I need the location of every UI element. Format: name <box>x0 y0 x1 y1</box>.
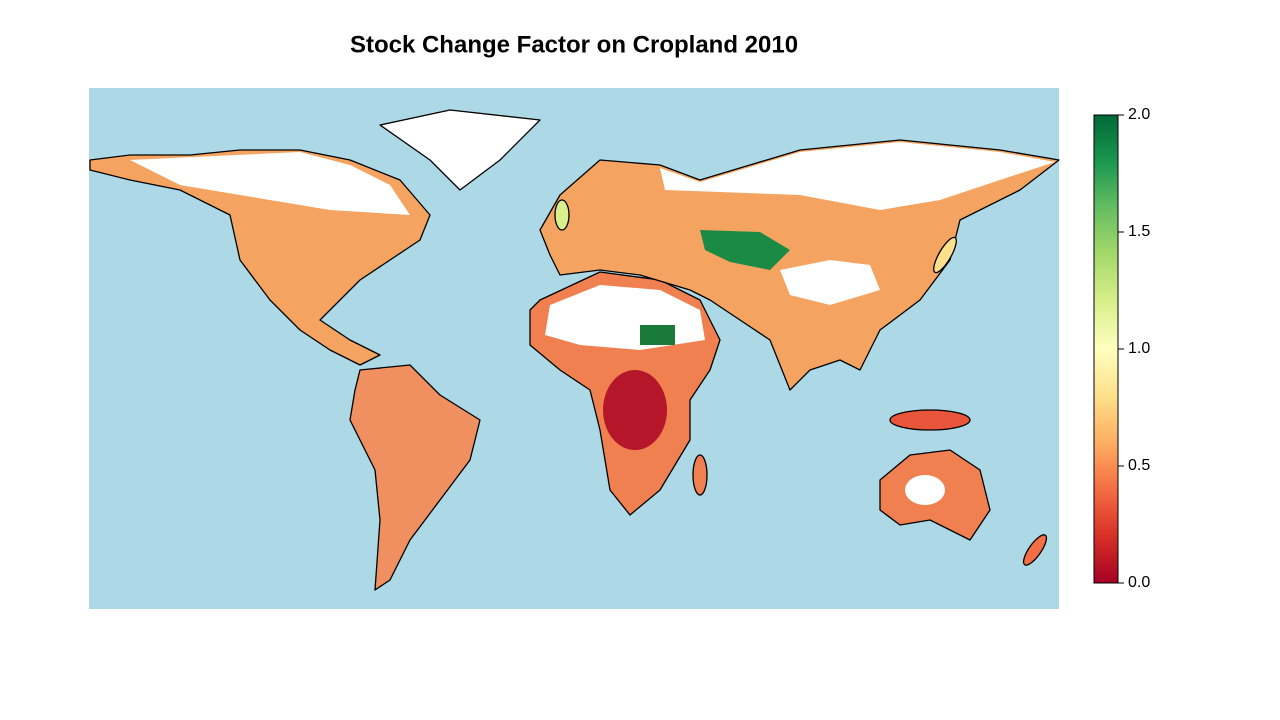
japan <box>933 236 957 274</box>
tick-label: 1.5 <box>1128 223 1150 240</box>
australia-interior <box>905 475 945 505</box>
green-patch <box>700 230 790 270</box>
tick-label: 0.0 <box>1128 574 1150 591</box>
map-title: Stock Change Factor on Cropland 2010 <box>350 31 798 58</box>
colorbar: 0.0 0.5 1.0 1.5 2.0 <box>1093 106 1150 591</box>
green-patch <box>640 325 675 345</box>
greenland <box>379 109 541 191</box>
madagascar <box>692 454 708 496</box>
indonesia <box>889 409 971 431</box>
new-zealand <box>1022 534 1048 566</box>
britain <box>554 199 570 231</box>
map-panel <box>89 88 1060 609</box>
congo <box>603 370 667 450</box>
tick-label: 1.0 <box>1128 340 1150 357</box>
south-america <box>349 364 481 591</box>
colorbar-scale <box>1093 114 1119 584</box>
tick-label: 0.5 <box>1128 457 1150 474</box>
tick-label: 2.0 <box>1128 106 1150 123</box>
siberia <box>660 142 1055 210</box>
tibet <box>780 260 880 305</box>
canada-north <box>130 152 410 215</box>
eurasia <box>539 139 1060 391</box>
